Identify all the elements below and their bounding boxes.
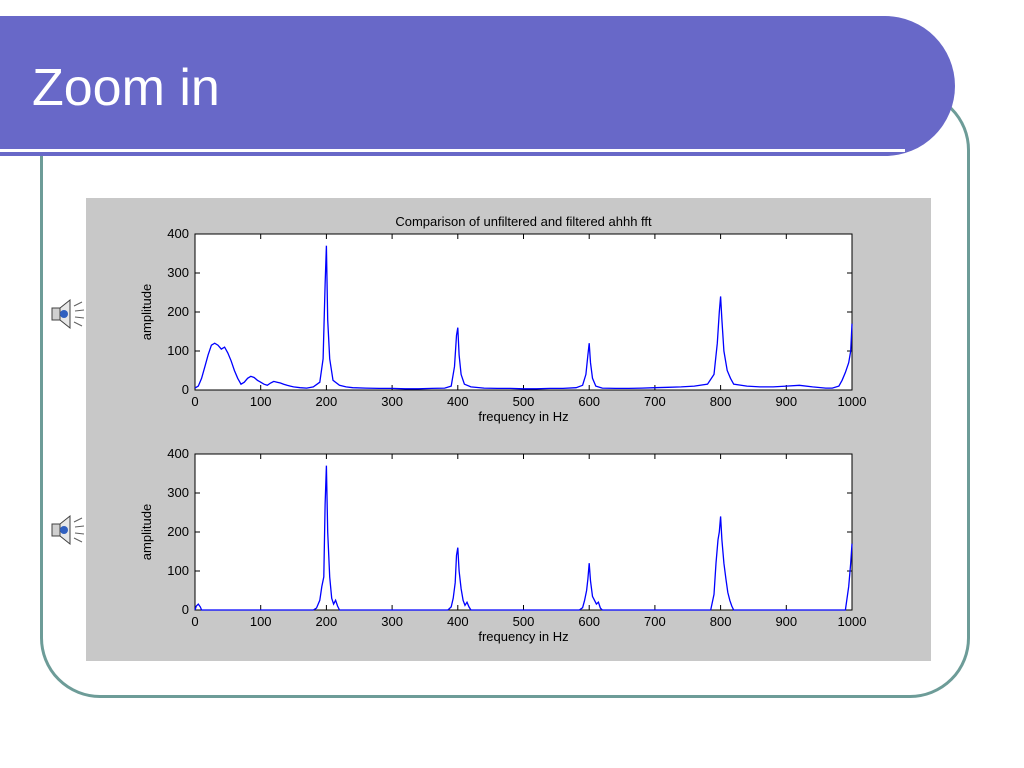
x-tick-label: 900: [775, 394, 797, 409]
x-tick-label: 400: [447, 614, 469, 629]
y-tick-label: 400: [167, 226, 189, 241]
x-tick-label: 700: [644, 614, 666, 629]
chart-title: Comparison of unfiltered and filtered ah…: [395, 214, 652, 229]
x-tick-label: 700: [644, 394, 666, 409]
x-tick-label: 0: [191, 614, 198, 629]
y-tick-label: 200: [167, 304, 189, 319]
x-tick-label: 500: [513, 394, 535, 409]
x-tick-label: 1000: [838, 614, 867, 629]
y-tick-label: 400: [167, 446, 189, 461]
x-tick-label: 600: [578, 394, 600, 409]
x-tick-label: 600: [578, 614, 600, 629]
x-tick-label: 500: [513, 614, 535, 629]
y-tick-label: 0: [182, 602, 189, 617]
title-underline: [0, 149, 905, 152]
series-line: [194, 245, 853, 390]
speaker-icon[interactable]: [50, 512, 86, 548]
y-tick-label: 300: [167, 485, 189, 500]
slide-title: Zoom in: [32, 59, 220, 117]
x-tick-label: 200: [316, 614, 338, 629]
x-tick-label: 100: [250, 394, 272, 409]
x-tick-label: 300: [381, 614, 403, 629]
x-tick-label: 800: [710, 614, 732, 629]
plot-area: [194, 453, 853, 611]
series-line: [194, 465, 853, 611]
y-axis-label: amplitude: [139, 504, 154, 560]
chart-figure: Comparison of unfiltered and filtered ah…: [86, 198, 931, 661]
x-tick-label: 1000: [838, 394, 867, 409]
x-axis-label: frequency in Hz: [478, 409, 568, 424]
plot-area: [194, 233, 853, 391]
title-bar: Zoom in: [0, 16, 955, 156]
x-axis-label: frequency in Hz: [478, 629, 568, 644]
speaker-icon[interactable]: [50, 296, 86, 332]
x-tick-label: 0: [191, 394, 198, 409]
y-tick-label: 300: [167, 265, 189, 280]
x-tick-label: 100: [250, 614, 272, 629]
y-tick-label: 0: [182, 382, 189, 397]
y-axis-label: amplitude: [139, 284, 154, 340]
x-tick-label: 300: [381, 394, 403, 409]
x-tick-label: 800: [710, 394, 732, 409]
chart-svg: Comparison of unfiltered and filtered ah…: [139, 214, 867, 644]
y-tick-label: 200: [167, 524, 189, 539]
x-tick-label: 900: [775, 614, 797, 629]
y-tick-label: 100: [167, 343, 189, 358]
x-tick-label: 400: [447, 394, 469, 409]
x-tick-label: 200: [316, 394, 338, 409]
y-tick-label: 100: [167, 563, 189, 578]
